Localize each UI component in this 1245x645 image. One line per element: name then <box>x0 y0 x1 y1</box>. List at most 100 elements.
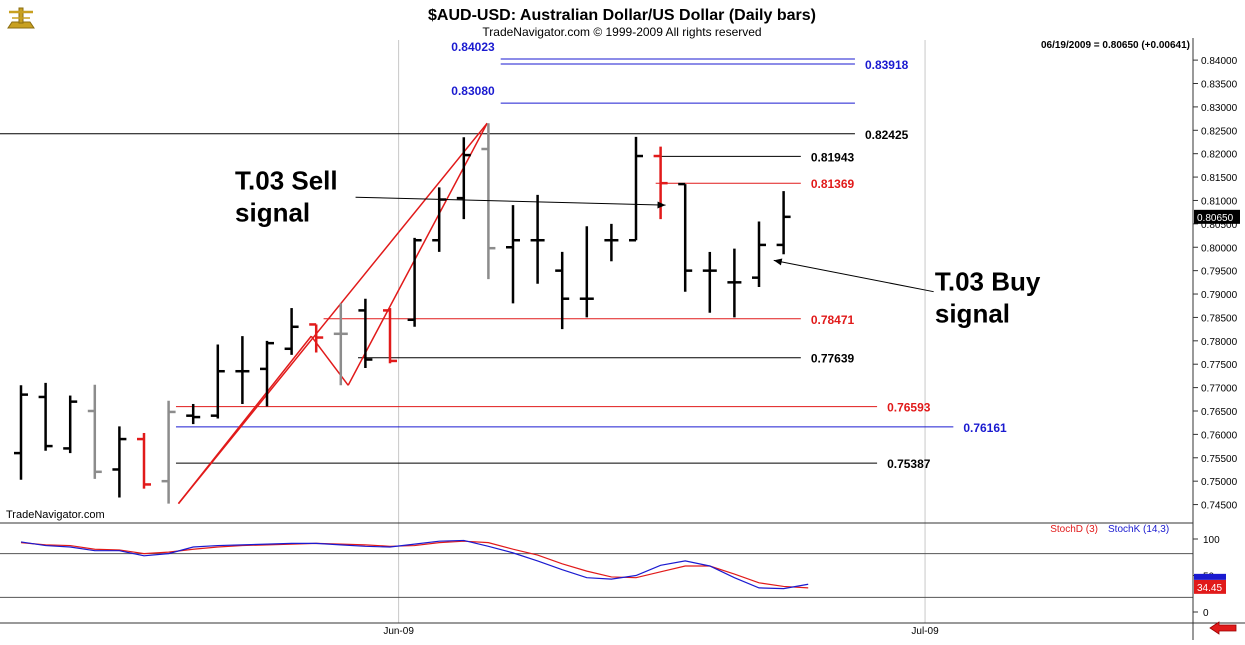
y-tick-label: 0.83000 <box>1201 103 1238 114</box>
scroll-arrow-icon[interactable] <box>1209 621 1237 635</box>
ohlc-bar <box>481 123 496 280</box>
x-tick-label: Jun-09 <box>383 626 414 637</box>
y-tick-label: 0.78500 <box>1201 313 1238 324</box>
annotation-arrow <box>355 196 666 206</box>
annotation-arrowhead <box>657 201 666 209</box>
y-tick-label: 0.74500 <box>1201 501 1238 512</box>
ohlc-bar <box>506 205 520 304</box>
level-label: 0.82425 <box>865 128 909 142</box>
stoch-series-line <box>20 540 809 589</box>
y-tick-label: 0.83500 <box>1201 80 1238 91</box>
ohlc-bar <box>161 400 176 504</box>
ohlc-bar <box>579 226 594 318</box>
ohlc-bar <box>87 384 102 479</box>
stoch-series-line <box>20 539 809 590</box>
price-axis: 0.84000 0.83500 0.83000 0.82500 0.82000 0.815… <box>1193 56 1238 512</box>
ohlc-bar <box>530 194 545 284</box>
ohlc-bar <box>776 191 791 255</box>
y-tick-label: 0.76000 <box>1201 430 1238 441</box>
ohlc-bar <box>456 137 471 220</box>
ohlc-bar <box>137 432 151 489</box>
y-tick-label: 0.79000 <box>1201 290 1238 301</box>
ohlc-bar <box>555 251 570 330</box>
annotation-arrowhead <box>773 258 783 266</box>
current-price-label: 0.80650 <box>1197 213 1234 224</box>
level-label: 0.83918 <box>865 58 909 72</box>
y-tick-label: 0.80000 <box>1201 243 1238 254</box>
ohlc-bar <box>14 385 28 480</box>
copyright-text: TradeNavigator.com © 1999-2009 All right… <box>482 25 761 39</box>
level-label: 0.78471 <box>811 313 855 327</box>
ohlc-bar <box>629 136 643 242</box>
current-price-box <box>1194 209 1240 224</box>
stochastic-axis: 10050034.45 <box>1193 535 1226 619</box>
y-tick-label: 0.75500 <box>1201 454 1238 465</box>
y-tick-label: 0.84000 <box>1201 56 1238 67</box>
y-tick-label: 0.82000 <box>1201 150 1238 161</box>
y-tick-label: 0.81500 <box>1201 173 1238 184</box>
price-gridlines <box>398 40 926 623</box>
level-label: 0.77639 <box>811 352 855 366</box>
level-label: 0.84023 <box>451 40 495 54</box>
price-bars <box>14 123 791 504</box>
level-label: 0.81369 <box>811 177 855 191</box>
x-tick-label: Jul-09 <box>911 626 939 637</box>
ohlc-bar <box>309 323 324 353</box>
watermark-text: TradeNavigator.com <box>6 509 105 521</box>
level-label: 0.76593 <box>887 401 931 415</box>
y-tick-label: 0.75000 <box>1201 477 1238 488</box>
stoch-tick-label: 100 <box>1203 535 1220 546</box>
y-tick-label: 0.78000 <box>1201 337 1238 348</box>
legend-stochd: StochD (3) <box>1050 524 1098 535</box>
ohlc-bar <box>407 237 422 327</box>
current-price-marker: 0.80650 <box>1194 209 1240 224</box>
last-price-status: 06/19/2009 = 0.80650 (+0.00641) <box>1041 40 1190 51</box>
stoch-k-current-box <box>1194 573 1226 580</box>
ohlc-bar <box>186 403 201 425</box>
level-lines: 0.84023 0.83918 0.83080 0.82425 0.81943 0.813… <box>0 40 1007 471</box>
ohlc-bar <box>38 382 53 451</box>
ohlc-bar <box>678 182 693 292</box>
ohlc-bar <box>235 336 250 404</box>
legend-stochk: StochK (14,3) <box>1108 524 1169 535</box>
y-tick-label: 0.82500 <box>1201 126 1238 137</box>
annotation-text: signal <box>235 198 310 228</box>
y-tick-label: 0.76500 <box>1201 407 1238 418</box>
ohlc-bar <box>752 221 766 288</box>
ohlc-bar <box>284 308 299 355</box>
level-label: 0.81943 <box>811 150 855 164</box>
annotation-text: signal <box>935 298 1010 328</box>
stochastic-legend: StochD (3) StochK (14,3) <box>1050 524 1169 535</box>
ohlc-bar <box>333 303 348 386</box>
annotation-arrow <box>773 259 934 293</box>
trade-navigator-logo <box>7 7 35 29</box>
y-tick-label: 0.81000 <box>1201 196 1238 207</box>
ohlc-bar <box>63 395 78 454</box>
stoch-current-box <box>1194 579 1226 594</box>
y-tick-label: 0.77000 <box>1201 384 1238 395</box>
level-label: 0.75387 <box>887 457 931 471</box>
annotation-text: T.03 Sell <box>235 166 338 196</box>
ohlc-bar <box>383 308 397 364</box>
trendline <box>177 335 312 505</box>
stoch-tick-label: 0 <box>1203 608 1209 619</box>
y-tick-label: 0.79500 <box>1201 267 1238 278</box>
level-label: 0.76161 <box>963 421 1007 435</box>
y-tick-label: 0.80500 <box>1201 220 1238 231</box>
date-axis: Jun-09 Jul-09 <box>383 626 939 637</box>
trendline <box>177 122 488 505</box>
level-label: 0.83080 <box>451 84 495 98</box>
ohlc-bar <box>112 426 127 498</box>
ohlc-bar <box>260 340 274 407</box>
annotation-text: T.03 Buy <box>935 266 1041 296</box>
ohlc-bar <box>702 251 717 313</box>
y-tick-label: 0.77500 <box>1201 360 1238 371</box>
stochastic-panel <box>0 539 1193 598</box>
stoch-current-label: 34.45 <box>1197 583 1222 594</box>
ohlc-bar <box>358 298 373 368</box>
ohlc-bar <box>727 248 742 318</box>
